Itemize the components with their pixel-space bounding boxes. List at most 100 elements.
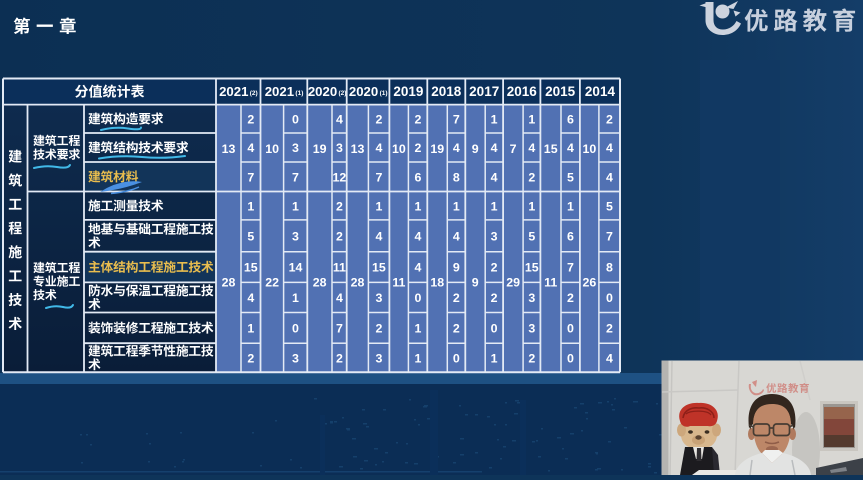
svg-text:2014: 2014 bbox=[585, 84, 616, 99]
svg-text:1: 1 bbox=[247, 322, 254, 336]
svg-text:7: 7 bbox=[453, 113, 460, 127]
svg-text:28: 28 bbox=[222, 276, 236, 290]
svg-text:2: 2 bbox=[414, 141, 421, 155]
svg-text:10: 10 bbox=[583, 142, 597, 156]
svg-text:2: 2 bbox=[336, 199, 343, 213]
svg-text:1: 1 bbox=[414, 322, 421, 336]
svg-text:4: 4 bbox=[247, 141, 254, 155]
svg-text:4: 4 bbox=[491, 170, 498, 184]
svg-text:0: 0 bbox=[567, 322, 574, 336]
svg-text:3: 3 bbox=[336, 141, 343, 155]
svg-text:15: 15 bbox=[525, 261, 539, 275]
svg-text:4: 4 bbox=[414, 261, 421, 275]
svg-text:19: 19 bbox=[430, 142, 444, 156]
svg-text:22: 22 bbox=[265, 276, 279, 290]
svg-text:29: 29 bbox=[506, 276, 520, 290]
svg-text:2: 2 bbox=[606, 322, 613, 336]
svg-text:4: 4 bbox=[375, 230, 382, 244]
svg-text:4: 4 bbox=[606, 141, 613, 155]
svg-text:2: 2 bbox=[491, 261, 498, 275]
svg-text:0: 0 bbox=[292, 322, 299, 336]
svg-text:5: 5 bbox=[247, 230, 254, 244]
svg-text:4: 4 bbox=[336, 113, 343, 127]
svg-text:10: 10 bbox=[265, 142, 279, 156]
svg-text:13: 13 bbox=[222, 142, 236, 156]
svg-text:4: 4 bbox=[606, 351, 613, 365]
svg-text:4: 4 bbox=[453, 141, 460, 155]
svg-text:2: 2 bbox=[247, 351, 254, 365]
svg-text:6: 6 bbox=[567, 230, 574, 244]
svg-text:2017: 2017 bbox=[469, 84, 499, 99]
svg-text:15: 15 bbox=[544, 142, 558, 156]
svg-text:4: 4 bbox=[453, 230, 460, 244]
svg-text:9: 9 bbox=[472, 276, 479, 290]
svg-text:11: 11 bbox=[333, 261, 346, 275]
svg-text:7: 7 bbox=[375, 170, 382, 184]
svg-text:7: 7 bbox=[567, 261, 574, 275]
svg-text:9: 9 bbox=[472, 142, 479, 156]
svg-text:1: 1 bbox=[292, 291, 299, 305]
svg-text:9: 9 bbox=[453, 261, 460, 275]
svg-text:2020: 2020 bbox=[308, 84, 337, 99]
svg-text:7: 7 bbox=[606, 230, 613, 244]
svg-text:4: 4 bbox=[247, 291, 254, 305]
svg-text:2: 2 bbox=[606, 113, 613, 127]
svg-text:3: 3 bbox=[292, 230, 299, 244]
svg-text:3: 3 bbox=[292, 141, 299, 155]
svg-text:1: 1 bbox=[567, 199, 574, 213]
svg-text:4: 4 bbox=[375, 141, 382, 155]
svg-text:8: 8 bbox=[453, 170, 460, 184]
svg-text:1: 1 bbox=[414, 351, 421, 365]
svg-text:28: 28 bbox=[351, 276, 365, 290]
svg-text:7: 7 bbox=[292, 170, 299, 184]
svg-text:19: 19 bbox=[313, 142, 327, 156]
svg-text:2: 2 bbox=[375, 113, 382, 127]
svg-text:2016: 2016 bbox=[507, 84, 538, 99]
svg-text:1: 1 bbox=[491, 113, 498, 127]
svg-text:2: 2 bbox=[247, 113, 254, 127]
svg-text:2018: 2018 bbox=[431, 84, 462, 99]
svg-text:4: 4 bbox=[528, 141, 535, 155]
svg-text:5: 5 bbox=[528, 230, 535, 244]
svg-text:8: 8 bbox=[606, 261, 613, 275]
svg-text:11: 11 bbox=[544, 276, 557, 290]
svg-text:1: 1 bbox=[491, 351, 498, 365]
svg-text:7: 7 bbox=[336, 322, 343, 336]
svg-text:5: 5 bbox=[606, 199, 613, 213]
svg-text:3: 3 bbox=[375, 351, 382, 365]
svg-text:0: 0 bbox=[414, 291, 421, 305]
svg-text:2021: 2021 bbox=[219, 84, 248, 99]
svg-text:15: 15 bbox=[372, 261, 386, 275]
svg-text:0: 0 bbox=[567, 351, 574, 365]
svg-text:15: 15 bbox=[244, 261, 258, 275]
svg-text:3: 3 bbox=[528, 322, 535, 336]
svg-text:(2): (2) bbox=[250, 90, 258, 97]
svg-text:2: 2 bbox=[336, 230, 343, 244]
svg-text:4: 4 bbox=[491, 141, 498, 155]
svg-text:18: 18 bbox=[430, 276, 444, 290]
svg-text:2: 2 bbox=[453, 291, 460, 305]
svg-text:26: 26 bbox=[583, 276, 597, 290]
svg-text:1: 1 bbox=[247, 199, 254, 213]
svg-text:2: 2 bbox=[414, 113, 421, 127]
svg-text:4: 4 bbox=[336, 291, 343, 305]
svg-text:3: 3 bbox=[292, 351, 299, 365]
svg-text:1: 1 bbox=[292, 199, 299, 213]
svg-text:5: 5 bbox=[567, 170, 574, 184]
svg-text:2: 2 bbox=[453, 322, 460, 336]
svg-text:2: 2 bbox=[528, 351, 535, 365]
svg-text:2021: 2021 bbox=[265, 84, 294, 99]
svg-text:6: 6 bbox=[414, 170, 421, 184]
svg-text:14: 14 bbox=[289, 261, 303, 275]
svg-text:1: 1 bbox=[528, 199, 535, 213]
svg-text:2015: 2015 bbox=[545, 84, 576, 99]
svg-text:3: 3 bbox=[528, 291, 535, 305]
svg-text:0: 0 bbox=[606, 291, 613, 305]
svg-text:3: 3 bbox=[491, 230, 498, 244]
svg-text:3: 3 bbox=[375, 291, 382, 305]
svg-text:1: 1 bbox=[375, 199, 382, 213]
svg-text:2020: 2020 bbox=[349, 84, 378, 99]
svg-text:2019: 2019 bbox=[393, 84, 423, 99]
svg-text:2: 2 bbox=[336, 351, 343, 365]
svg-text:0: 0 bbox=[491, 322, 498, 336]
